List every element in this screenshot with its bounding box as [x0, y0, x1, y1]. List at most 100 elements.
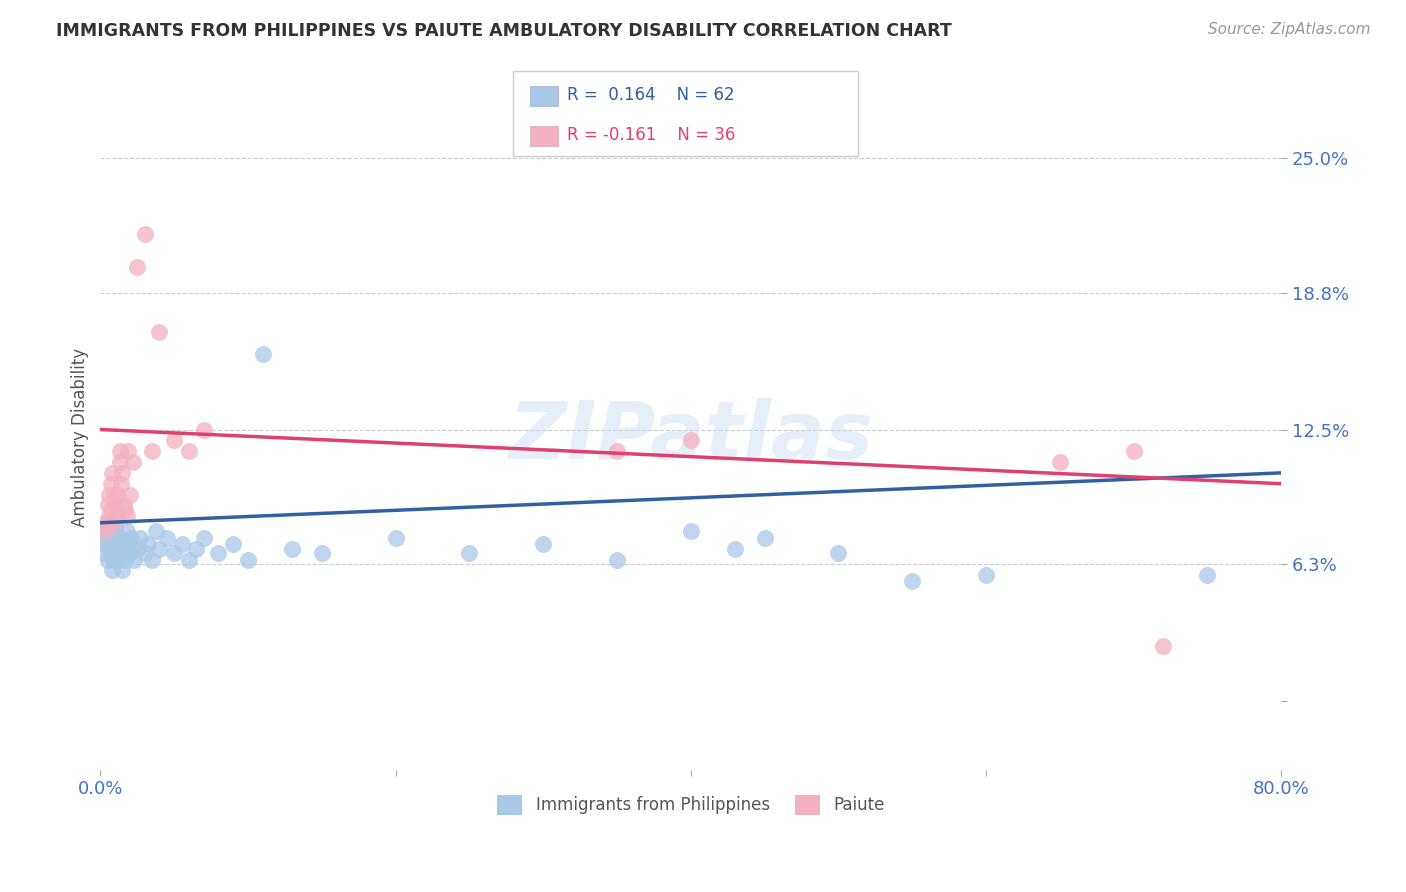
Point: [163, 434, 186, 448]
Point: [531, 537, 554, 551]
Point: [100, 531, 122, 545]
Point: [117, 444, 139, 458]
Point: [115, 509, 138, 524]
Point: [129, 531, 152, 545]
Point: [311, 546, 333, 560]
Point: [97, 552, 120, 566]
Point: [163, 546, 186, 560]
Point: [679, 524, 702, 539]
Point: [193, 531, 215, 545]
Point: [754, 531, 776, 545]
Point: [110, 476, 132, 491]
Text: IMMIGRANTS FROM PHILIPPINES VS PAIUTE AMBULATORY DISABILITY CORRELATION CHART: IMMIGRANTS FROM PHILIPPINES VS PAIUTE AM…: [56, 22, 952, 40]
Point: [121, 455, 143, 469]
Point: [1049, 455, 1071, 469]
Point: [458, 546, 481, 560]
Point: [107, 487, 129, 501]
Point: [96, 520, 118, 534]
Point: [94, 546, 117, 560]
Point: [120, 531, 142, 545]
Point: [177, 552, 200, 566]
Text: Source: ZipAtlas.com: Source: ZipAtlas.com: [1208, 22, 1371, 37]
Point: [1152, 640, 1174, 654]
Point: [108, 444, 131, 458]
Point: [105, 509, 128, 524]
Point: [111, 546, 134, 560]
Point: [100, 502, 122, 516]
Point: [606, 552, 628, 566]
Point: [1122, 444, 1144, 458]
Point: [141, 552, 163, 566]
Point: [108, 541, 131, 556]
Point: [134, 546, 156, 560]
Point: [136, 537, 159, 551]
Point: [134, 227, 156, 242]
Point: [105, 537, 128, 551]
Point: [111, 564, 134, 578]
Point: [177, 444, 200, 458]
Point: [111, 466, 134, 480]
Point: [107, 552, 129, 566]
Point: [103, 552, 125, 566]
Point: [236, 552, 259, 566]
Point: [156, 531, 179, 545]
Point: [100, 546, 122, 560]
Point: [96, 524, 118, 539]
Point: [101, 466, 124, 480]
Point: [141, 444, 163, 458]
Point: [100, 476, 122, 491]
Point: [104, 546, 127, 560]
Point: [112, 499, 135, 513]
Point: [98, 509, 121, 524]
Point: [974, 567, 997, 582]
Point: [98, 487, 121, 501]
Point: [118, 546, 141, 560]
Point: [105, 531, 128, 545]
Point: [94, 516, 117, 530]
Point: [384, 531, 406, 545]
Point: [101, 524, 124, 539]
Point: [103, 537, 125, 551]
Point: [104, 502, 127, 516]
Point: [148, 541, 170, 556]
Point: [121, 537, 143, 551]
Point: [112, 537, 135, 551]
Point: [117, 541, 139, 556]
Point: [108, 455, 131, 469]
Text: R =  0.164    N = 62: R = 0.164 N = 62: [567, 87, 734, 104]
Point: [103, 487, 125, 501]
Point: [281, 541, 304, 556]
Legend: Immigrants from Philippines, Paiute: Immigrants from Philippines, Paiute: [491, 788, 891, 822]
Text: ZIPatlas: ZIPatlas: [508, 398, 873, 476]
Point: [118, 487, 141, 501]
Point: [679, 434, 702, 448]
Point: [222, 537, 245, 551]
Point: [115, 524, 138, 539]
Point: [97, 499, 120, 513]
Text: R = -0.161    N = 36: R = -0.161 N = 36: [567, 126, 735, 144]
Point: [901, 574, 924, 589]
Point: [96, 537, 118, 551]
Point: [186, 541, 208, 556]
Point: [104, 520, 127, 534]
Point: [98, 516, 121, 530]
Point: [114, 552, 136, 566]
Point: [101, 516, 124, 530]
Point: [252, 346, 274, 360]
Point: [98, 541, 121, 556]
Point: [104, 499, 127, 513]
Point: [124, 552, 146, 566]
Point: [148, 325, 170, 339]
Point: [1197, 567, 1219, 582]
Point: [114, 502, 136, 516]
Point: [110, 531, 132, 545]
Point: [91, 531, 114, 545]
Y-axis label: Ambulatory Disability: Ambulatory Disability: [72, 348, 89, 526]
Point: [127, 260, 149, 274]
Point: [724, 541, 747, 556]
Point: [107, 546, 129, 560]
Point: [127, 541, 149, 556]
Point: [170, 537, 193, 551]
Point: [827, 546, 849, 560]
Point: [207, 546, 229, 560]
